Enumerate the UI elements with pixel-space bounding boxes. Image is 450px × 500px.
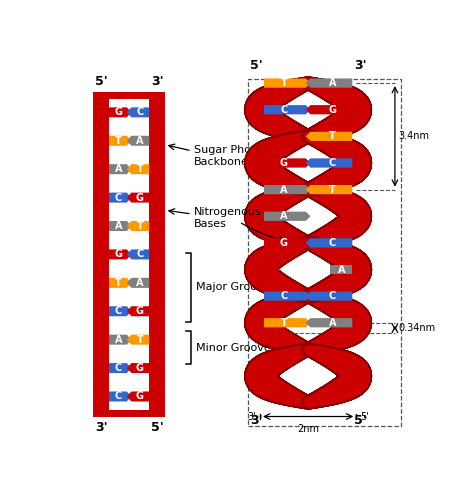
Bar xyxy=(94,98,109,410)
Text: T: T xyxy=(137,334,143,344)
Polygon shape xyxy=(127,392,149,402)
Text: 3.4nm: 3.4nm xyxy=(398,132,429,141)
Polygon shape xyxy=(264,318,310,328)
Polygon shape xyxy=(127,192,149,202)
Polygon shape xyxy=(127,306,149,316)
Text: G: G xyxy=(136,363,144,373)
Polygon shape xyxy=(109,108,131,118)
Text: C: C xyxy=(115,363,122,373)
Polygon shape xyxy=(264,212,310,221)
Text: 2nm: 2nm xyxy=(297,424,319,434)
Text: 3': 3' xyxy=(248,412,256,422)
Polygon shape xyxy=(109,392,131,402)
Text: 3': 3' xyxy=(95,421,108,434)
Text: C: C xyxy=(329,291,336,301)
Bar xyxy=(149,98,165,410)
Polygon shape xyxy=(330,265,352,274)
Polygon shape xyxy=(306,238,352,248)
Polygon shape xyxy=(306,158,352,168)
Text: C: C xyxy=(329,238,336,248)
Text: A: A xyxy=(328,78,336,88)
Bar xyxy=(94,410,165,416)
Polygon shape xyxy=(127,108,149,118)
Text: C: C xyxy=(136,108,144,118)
Polygon shape xyxy=(127,334,149,344)
Text: 3': 3' xyxy=(151,74,163,88)
Polygon shape xyxy=(127,221,149,231)
Polygon shape xyxy=(306,78,352,88)
Text: T: T xyxy=(115,278,122,288)
Polygon shape xyxy=(109,250,131,260)
Text: T: T xyxy=(115,136,122,146)
Polygon shape xyxy=(109,278,131,288)
Text: C: C xyxy=(280,104,288,115)
Polygon shape xyxy=(109,306,131,316)
Polygon shape xyxy=(264,292,310,301)
Text: A: A xyxy=(280,184,288,194)
Text: G: G xyxy=(136,392,144,402)
Text: G: G xyxy=(280,158,288,168)
Text: T: T xyxy=(280,78,287,88)
Text: T: T xyxy=(137,164,143,174)
Text: C: C xyxy=(136,250,144,260)
Polygon shape xyxy=(306,185,352,194)
Polygon shape xyxy=(306,105,352,115)
Text: C: C xyxy=(115,392,122,402)
Bar xyxy=(94,92,165,98)
Text: G: G xyxy=(328,104,337,115)
Polygon shape xyxy=(264,105,310,115)
Text: G: G xyxy=(280,238,288,248)
Text: T: T xyxy=(329,132,336,141)
Polygon shape xyxy=(109,334,131,344)
Text: C: C xyxy=(329,158,336,168)
Polygon shape xyxy=(264,185,310,194)
Polygon shape xyxy=(264,158,310,168)
Polygon shape xyxy=(109,136,131,146)
Text: C: C xyxy=(115,192,122,202)
Polygon shape xyxy=(109,363,131,373)
Text: A: A xyxy=(114,164,122,174)
Text: 5': 5' xyxy=(151,421,163,434)
Text: G: G xyxy=(114,250,122,260)
Text: 5': 5' xyxy=(250,58,263,71)
Text: G: G xyxy=(114,108,122,118)
Polygon shape xyxy=(127,250,149,260)
Text: 3': 3' xyxy=(354,58,366,71)
Text: 0.34nm: 0.34nm xyxy=(398,323,435,333)
Polygon shape xyxy=(306,132,352,141)
Text: T: T xyxy=(280,318,287,328)
Text: 5': 5' xyxy=(95,74,108,88)
Polygon shape xyxy=(109,221,131,231)
Polygon shape xyxy=(306,292,352,301)
Text: A: A xyxy=(338,264,345,274)
Polygon shape xyxy=(109,192,131,202)
Text: Sugar Phosphate
Backbone: Sugar Phosphate Backbone xyxy=(194,146,289,167)
Text: C: C xyxy=(115,306,122,316)
Text: A: A xyxy=(136,136,144,146)
Polygon shape xyxy=(127,363,149,373)
Polygon shape xyxy=(109,164,131,174)
Polygon shape xyxy=(127,136,149,146)
Text: T: T xyxy=(329,184,336,194)
Text: A: A xyxy=(280,211,288,221)
Text: A: A xyxy=(136,278,144,288)
Text: A: A xyxy=(328,318,336,328)
Text: 5': 5' xyxy=(360,412,369,422)
Text: G: G xyxy=(136,192,144,202)
Text: A: A xyxy=(114,221,122,231)
Polygon shape xyxy=(264,238,310,248)
Polygon shape xyxy=(127,164,149,174)
Text: A: A xyxy=(114,334,122,344)
Polygon shape xyxy=(306,318,352,328)
Text: G: G xyxy=(136,306,144,316)
Polygon shape xyxy=(127,278,149,288)
Text: Major Groove: Major Groove xyxy=(196,282,270,292)
Text: 3': 3' xyxy=(250,414,262,427)
Text: C: C xyxy=(280,291,288,301)
Polygon shape xyxy=(264,78,310,88)
Text: 5': 5' xyxy=(354,414,366,427)
Text: T: T xyxy=(137,221,143,231)
Text: Minor Groove: Minor Groove xyxy=(196,342,270,352)
Text: Nitrogenous
Bases: Nitrogenous Bases xyxy=(194,207,262,229)
